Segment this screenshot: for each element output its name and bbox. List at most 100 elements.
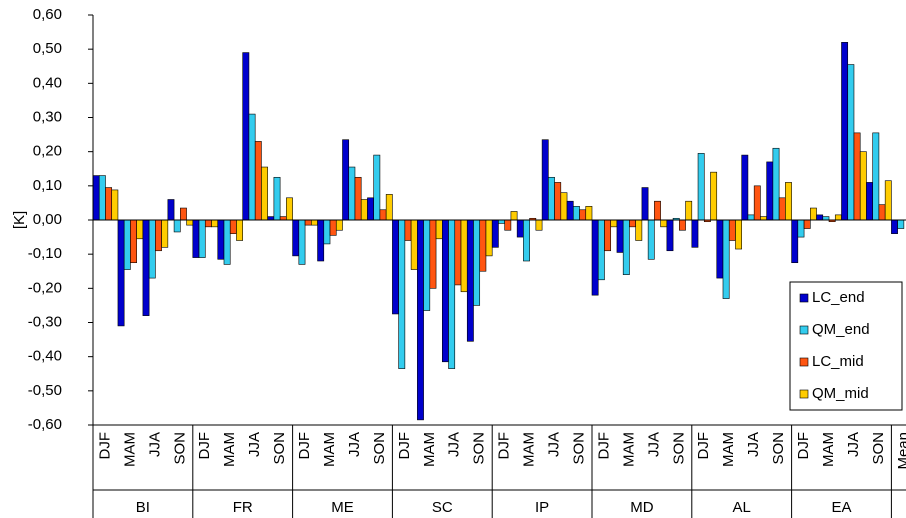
y-tick-label: 0,60	[33, 6, 62, 23]
bar	[410, 219, 418, 270]
x-tick-label: MAM	[521, 432, 538, 467]
bar	[192, 219, 200, 258]
bar	[847, 64, 855, 221]
x-tick-label: DJF	[296, 432, 313, 460]
bar	[629, 219, 636, 228]
x-tick-label: DJF	[196, 432, 213, 460]
y-tick-label: -0,20	[28, 279, 62, 296]
x-tick-label: SON	[670, 432, 687, 465]
x-tick-label: SON	[171, 432, 188, 465]
legend-label: QM_mid	[812, 385, 869, 402]
x-tick-label: JJA	[546, 432, 563, 457]
bar	[560, 192, 568, 221]
bar	[342, 139, 350, 221]
bar	[105, 187, 113, 221]
bar	[186, 219, 194, 226]
bar	[385, 194, 393, 221]
x-tick-label: SON	[471, 432, 488, 465]
bar	[435, 219, 443, 240]
x-tick-label: MAM	[620, 432, 637, 467]
bar	[716, 219, 724, 279]
bar	[803, 219, 811, 229]
x-tick-label: JJA	[745, 432, 762, 457]
bar	[466, 219, 474, 342]
bar	[710, 171, 718, 221]
bar	[198, 219, 206, 258]
bar	[392, 219, 399, 315]
bar	[180, 207, 187, 221]
bar	[597, 219, 605, 281]
y-tick-label: 0,10	[33, 177, 62, 194]
y-axis-label: [K]	[11, 211, 28, 229]
bar	[541, 139, 549, 221]
bar	[485, 219, 493, 257]
bar	[685, 200, 693, 221]
bar	[254, 141, 262, 221]
bar	[130, 219, 137, 264]
bar	[554, 182, 562, 221]
bar	[223, 219, 231, 265]
bar	[460, 219, 468, 293]
x-tick-label: DJF	[496, 432, 513, 460]
bar	[479, 219, 487, 272]
bar	[747, 214, 755, 221]
bar	[417, 219, 424, 421]
x-tick-label: MAM	[421, 432, 438, 467]
bar	[859, 151, 867, 221]
bar	[441, 219, 449, 363]
bar	[379, 209, 387, 221]
bar	[267, 216, 275, 221]
legend-label: LC_end	[812, 289, 865, 306]
bar	[348, 166, 356, 221]
bar	[766, 161, 774, 221]
x-tick-label: DJF	[396, 432, 413, 460]
x-tick-label: MAM	[820, 432, 837, 467]
bar	[173, 219, 181, 233]
bar	[217, 219, 225, 260]
bar	[616, 219, 624, 253]
bar	[323, 219, 331, 245]
bar	[304, 219, 312, 226]
bar	[98, 175, 106, 221]
bar	[566, 200, 574, 221]
legend-swatch	[799, 389, 809, 399]
bar	[242, 52, 250, 221]
y-tick-label: 0,20	[33, 143, 62, 160]
bar	[523, 219, 530, 262]
bar	[404, 219, 412, 241]
bar	[298, 219, 306, 265]
bar	[329, 219, 337, 236]
bar	[248, 113, 256, 221]
group-label: IP	[535, 499, 549, 516]
bar	[610, 219, 618, 228]
bar	[641, 187, 649, 221]
x-tick-label: JJA	[346, 432, 363, 457]
bar	[473, 219, 481, 306]
x-tick-label: SON	[570, 432, 587, 465]
bar	[311, 219, 318, 226]
bar	[816, 214, 824, 221]
bar	[510, 211, 518, 221]
bar	[884, 180, 892, 221]
plot: DJF MAM JJA SON DJF MAM JJA SON DJF MAM JJA SON DJF M…	[92, 42, 906, 470]
group-label: MD	[630, 499, 653, 516]
bar	[123, 219, 131, 270]
bar	[273, 176, 281, 221]
x-tick-label: SON	[770, 432, 787, 465]
legend-swatch	[799, 325, 809, 335]
bar	[647, 219, 655, 260]
bar	[167, 199, 175, 221]
bar	[286, 197, 293, 221]
bar	[822, 216, 830, 221]
x-tick-label: SON	[870, 432, 887, 465]
x-tick-label: MAM	[221, 432, 238, 467]
bar	[360, 199, 368, 221]
y-tick-label: -0,50	[28, 382, 62, 399]
group-label: EA	[831, 499, 851, 516]
y-tick-label: -0,40	[28, 348, 62, 365]
x-tick-label: JJA	[645, 432, 662, 457]
bar	[279, 216, 287, 221]
bar	[635, 219, 643, 241]
bar	[772, 147, 780, 221]
y-tick-label: -0,60	[28, 416, 62, 433]
